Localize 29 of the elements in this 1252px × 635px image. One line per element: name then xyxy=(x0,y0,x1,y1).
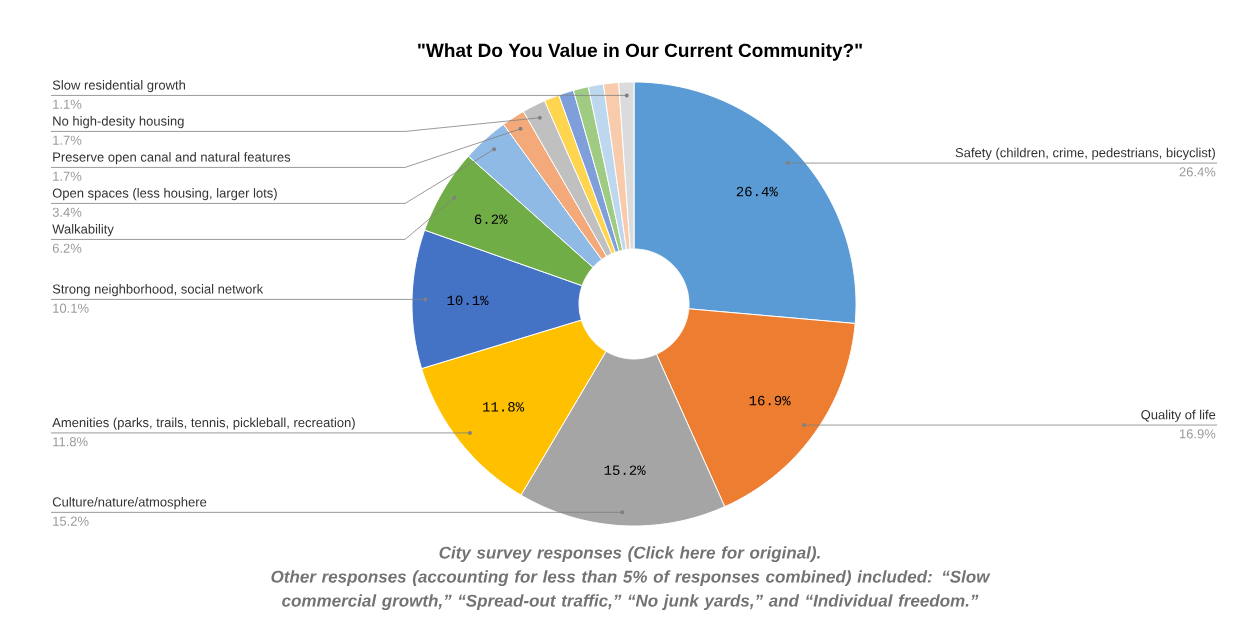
data-label: 3.4% xyxy=(52,207,82,217)
text: 11.8% xyxy=(53,437,88,447)
data-label: 1.1% xyxy=(53,99,82,109)
data-label: 26.4% xyxy=(736,186,778,197)
slice-label: Open spaces (less housing, larger lots) xyxy=(52,188,277,201)
slice-label: Quality of life xyxy=(1141,409,1216,422)
text: 6.2% xyxy=(52,243,82,253)
data-label: 10.1% xyxy=(447,295,489,306)
text: 26.4% xyxy=(1179,167,1216,177)
slice-label: Culture/nature/atmosphere xyxy=(52,497,207,510)
data-label: 16.9% xyxy=(749,395,791,406)
slice-label: Amenities (parks, trails, tennis, pickleball, recreation) xyxy=(52,417,355,430)
text: 10.1% xyxy=(53,303,89,313)
data-label: 11.8% xyxy=(483,402,525,412)
slice-label: No high-desity housing xyxy=(53,116,184,129)
slice-label: Safety (children, crime, pedestrians, bicyclist) xyxy=(955,147,1215,160)
slice-label: Walkability xyxy=(52,224,114,237)
data-label: 15.2% xyxy=(604,465,646,475)
text: 15.2% xyxy=(53,516,89,526)
data-label: 1.7% xyxy=(53,135,82,145)
text: 16.9% xyxy=(1179,429,1216,439)
text: City survey responses (Click here for original). xyxy=(439,546,820,563)
text: Other responses (accounting for less than 5% of responses combined) included: “Slow commercial growth,” “Spread-out traffic,” “No junk yards,” and “Individual freedom.” xyxy=(271,570,991,611)
data-label: 1.7% xyxy=(53,171,82,181)
slice-label: Preserve open canal and natural features xyxy=(53,152,291,165)
slice-label: Strong neighborhood, social network xyxy=(52,284,264,297)
slice-label: Slow residential growth xyxy=(52,80,185,93)
chart-title: "What Do You Value in Our Current Community?" xyxy=(418,43,862,61)
data-label: 6.2% xyxy=(474,214,508,224)
